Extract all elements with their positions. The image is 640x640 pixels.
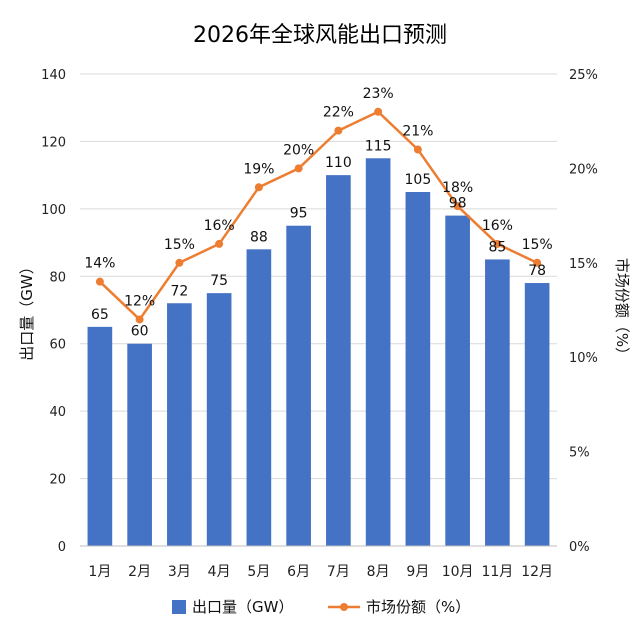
bar-value-label: 105 (405, 172, 432, 188)
share-value-label: 16% (204, 218, 235, 234)
bar (445, 215, 470, 546)
bar (485, 259, 510, 546)
share-value-label: 14% (84, 256, 115, 272)
bar (286, 225, 311, 546)
bar-value-label: 115 (365, 138, 392, 154)
x-axis-tick-label: 11月 (481, 564, 513, 580)
share-value-label: 20% (283, 142, 314, 158)
left-axis-tick-label: 120 (41, 135, 66, 150)
share-value-label: 22% (323, 105, 354, 121)
bar (246, 249, 272, 547)
legend-label-bar: 出口量（GW） (192, 598, 293, 616)
x-axis-tick-label: 1月 (88, 564, 111, 580)
left-axis-tick-label: 140 (41, 68, 66, 83)
x-axis-tick-label: 5月 (247, 564, 270, 580)
share-value-label: 21% (402, 124, 433, 140)
bar (167, 303, 192, 546)
share-point (453, 202, 462, 211)
share-point (254, 183, 263, 192)
share-point (215, 239, 224, 248)
x-axis-tick-label: 2月 (128, 564, 151, 580)
share-point (95, 277, 104, 286)
x-axis-tick-label: 7月 (327, 564, 350, 580)
bar (365, 158, 391, 547)
right-axis-tick-label: 15% (569, 257, 598, 272)
chart-title: 2026年全球风能出口预测 (193, 23, 447, 48)
share-value-label: 16% (482, 218, 513, 234)
bar-value-label: 110 (325, 155, 352, 171)
bar (405, 192, 431, 546)
bar-value-label: 60 (131, 324, 149, 340)
bar-value-label: 65 (91, 307, 109, 323)
bar-value-label: 72 (170, 283, 188, 299)
bar-value-label: 75 (210, 273, 228, 289)
grid-lines (80, 73, 557, 547)
bar-value-label: 98 (449, 196, 467, 212)
bar (326, 175, 351, 546)
right-axis-tick-label: 25% (569, 68, 598, 83)
share-point (175, 258, 184, 267)
bar-value-label: 85 (488, 239, 506, 255)
legend-swatch-bar (172, 600, 186, 614)
left-axis-tick-label: 0 (58, 540, 66, 555)
bar (524, 283, 550, 546)
share-point (294, 164, 303, 173)
legend: 出口量（GW） 市场份额（%） (172, 598, 470, 616)
bar-value-label: 88 (250, 229, 268, 245)
share-value-label: 12% (124, 293, 155, 309)
x-axis-tick-label: 6月 (287, 564, 310, 580)
x-axis-tick-label: 3月 (168, 564, 191, 580)
axes: 0 20 40 60 80 100 120 140 0% 5% 10% 15% 20% 25% 1月 2月 3月… (18, 68, 631, 580)
left-axis-tick-label: 80 (49, 270, 66, 285)
right-axis-tick-label: 5% (569, 446, 590, 461)
left-axis-tick-label: 40 (49, 405, 66, 420)
bar (127, 343, 152, 546)
right-axis-title: 市场份额（%） (613, 258, 631, 362)
share-point (374, 107, 383, 116)
left-axis-tick-label: 60 (49, 338, 66, 353)
left-axis-tick-label: 100 (41, 203, 66, 218)
right-axis-tick-label: 0% (569, 540, 590, 555)
share-point (493, 239, 502, 248)
share-value-label: 15% (522, 237, 553, 253)
share-point (135, 315, 144, 324)
share-point (334, 126, 343, 135)
data-labels: 65 60 72 75 88 95 110 115 105 98 85 78 14% 12% 15% 16% 1… (84, 86, 552, 340)
x-axis-tick-label: 4月 (208, 564, 231, 580)
left-axis-tick-label: 20 (49, 473, 66, 488)
x-axis-tick-label: 8月 (367, 564, 390, 580)
x-axis-tick-label: 10月 (442, 564, 474, 580)
share-value-label: 23% (363, 86, 394, 102)
bar-value-label: 78 (528, 263, 546, 279)
legend-marker-line (340, 603, 348, 611)
line-series (95, 107, 542, 324)
bar-value-label: 95 (290, 206, 308, 222)
share-value-label: 18% (442, 180, 473, 196)
legend-label-line: 市场份额（%） (366, 598, 470, 616)
right-axis-tick-label: 10% (569, 351, 598, 366)
share-point (533, 258, 542, 267)
left-axis-title: 出口量（GW） (18, 259, 36, 360)
bar (206, 293, 232, 546)
share-line (99, 110, 538, 322)
share-point (413, 145, 422, 154)
x-axis-tick-label: 12月 (521, 564, 553, 580)
bar (87, 326, 113, 546)
x-axis-tick-label: 9月 (406, 564, 429, 580)
share-value-label: 19% (243, 161, 274, 177)
right-axis-tick-label: 20% (569, 162, 598, 177)
bar-series (87, 158, 550, 547)
share-value-label: 15% (164, 237, 195, 253)
